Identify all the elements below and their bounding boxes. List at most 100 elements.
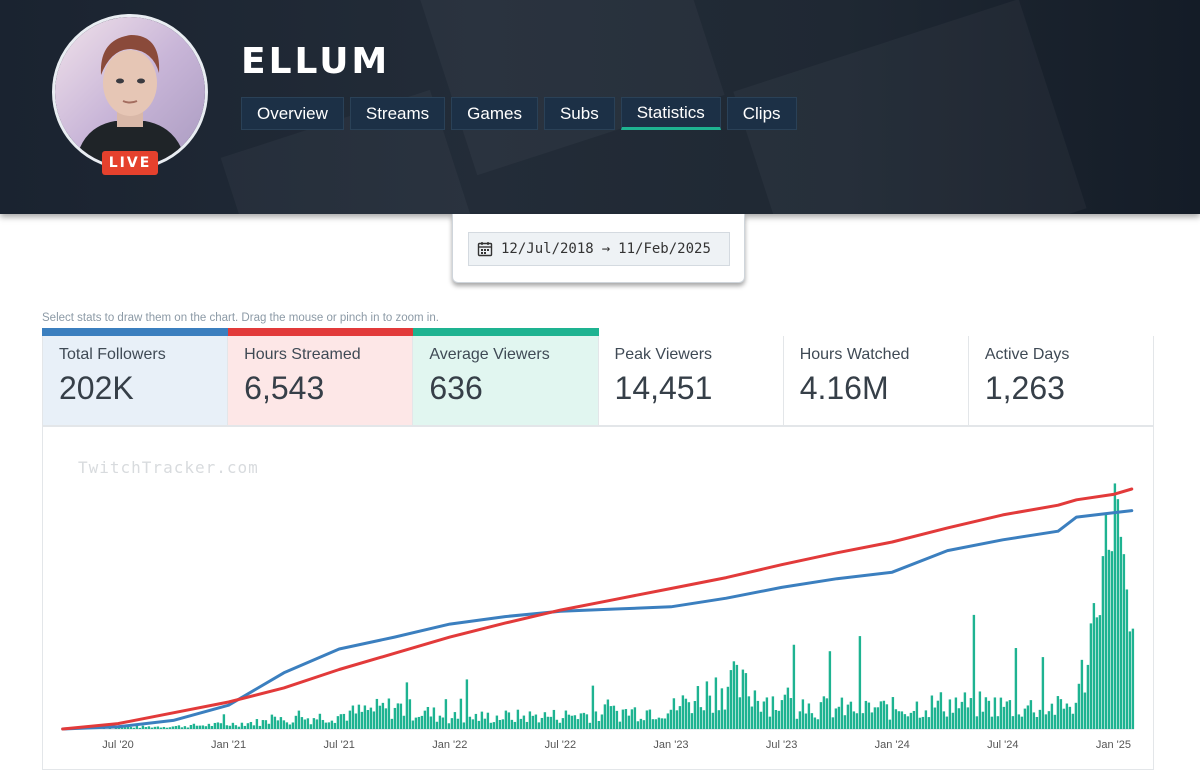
average-viewers-bar xyxy=(426,706,430,729)
average-viewers-bar xyxy=(561,718,565,729)
date-range-picker[interactable]: 12/Jul/2018 → 11/Feb/2025 xyxy=(468,232,730,266)
average-viewers-bar xyxy=(171,726,175,729)
average-viewers-bar xyxy=(897,711,901,729)
stat-active-days[interactable]: Active Days 1,263 xyxy=(969,336,1153,425)
stat-hours-watched[interactable]: Hours Watched 4.16M xyxy=(784,336,969,425)
average-viewers-bar xyxy=(666,713,670,729)
stat-value: 6,543 xyxy=(244,370,325,406)
average-viewers-bar xyxy=(885,704,889,729)
watermark: TwitchTracker.com xyxy=(78,458,259,477)
average-viewers-bar xyxy=(564,710,568,729)
average-viewers-bar xyxy=(300,717,304,729)
average-viewers-bar xyxy=(654,719,658,729)
average-viewers-bar xyxy=(414,717,418,729)
live-badge: LIVE xyxy=(102,151,158,175)
tab-overview[interactable]: Overview xyxy=(241,97,344,130)
average-viewers-bar xyxy=(1014,648,1018,729)
average-viewers-bar xyxy=(855,713,859,729)
average-viewers-bar xyxy=(678,706,682,729)
average-viewers-bar xyxy=(903,714,907,729)
average-viewers-bar xyxy=(1035,716,1039,729)
average-viewers-bar xyxy=(873,707,877,729)
stat-value: 1,263 xyxy=(984,370,1065,406)
average-viewers-bar xyxy=(345,720,349,729)
average-viewers-bar xyxy=(1053,714,1057,729)
average-viewers-bar xyxy=(1107,549,1111,729)
average-viewers-bar xyxy=(252,725,256,729)
average-viewers-bar xyxy=(1104,512,1108,729)
average-viewers-bar xyxy=(798,711,802,729)
average-viewers-bar xyxy=(555,719,559,729)
average-viewers-bar xyxy=(291,722,295,729)
calendar-icon xyxy=(477,242,493,257)
average-viewers-bar xyxy=(189,725,193,729)
average-viewers-bar xyxy=(1116,499,1120,729)
average-viewers-bar xyxy=(870,712,874,729)
stat-label: Hours Watched xyxy=(799,346,910,363)
average-viewers-bar xyxy=(507,712,511,729)
average-viewers-bar xyxy=(192,723,196,729)
average-viewers-bar xyxy=(501,719,505,729)
average-viewers-bar xyxy=(210,725,214,729)
average-viewers-bar xyxy=(1077,683,1081,729)
chart-area[interactable] xyxy=(42,426,1154,770)
average-viewers-bar xyxy=(705,681,709,729)
channel-tabs: Overview Streams Games Subs Statistics C… xyxy=(241,97,797,130)
average-viewers-bar xyxy=(456,718,460,729)
average-viewers-bar xyxy=(498,719,502,729)
average-viewers-bar xyxy=(123,727,127,729)
average-viewers-bar xyxy=(468,716,472,729)
average-viewers-bar xyxy=(948,699,952,729)
average-viewers-bar xyxy=(528,711,532,729)
average-viewers-bar xyxy=(117,727,121,729)
average-viewers-bar xyxy=(159,727,163,729)
average-viewers-bar xyxy=(720,688,724,729)
average-viewers-bar xyxy=(444,699,448,729)
average-viewers-bar xyxy=(471,719,475,729)
average-viewers-bar xyxy=(216,722,220,729)
average-viewers-bar xyxy=(612,705,616,729)
average-viewers-bar xyxy=(144,727,148,729)
avatar[interactable] xyxy=(52,14,208,170)
stat-peak-viewers[interactable]: Peak Viewers 14,451 xyxy=(599,336,784,425)
average-viewers-bar xyxy=(288,724,292,729)
average-viewers-bar xyxy=(366,710,370,729)
tab-statistics[interactable]: Statistics xyxy=(620,97,721,130)
average-viewers-bar xyxy=(915,701,919,729)
average-viewers-bar xyxy=(954,697,958,729)
average-viewers-bar xyxy=(318,713,322,729)
average-viewers-bar xyxy=(285,722,289,729)
average-viewers-bar xyxy=(120,726,124,729)
average-viewers-bar xyxy=(924,710,928,729)
average-viewers-bar xyxy=(816,719,820,729)
average-viewers-bar xyxy=(660,718,664,729)
average-viewers-bar xyxy=(153,726,157,729)
average-viewers-bar xyxy=(843,715,847,729)
tab-games[interactable]: Games xyxy=(451,97,538,130)
average-viewers-bar xyxy=(303,719,307,729)
average-viewers-bar xyxy=(837,706,841,729)
average-viewers-bar xyxy=(867,702,871,729)
tab-streams[interactable]: Streams xyxy=(349,97,446,130)
stat-total-followers[interactable]: Total Followers 202K xyxy=(43,336,229,425)
average-viewers-bar xyxy=(465,679,469,729)
stat-average-viewers[interactable]: Average Viewers 636 xyxy=(413,336,599,425)
average-viewers-bar xyxy=(933,707,937,729)
average-viewers-bar xyxy=(213,722,217,729)
average-viewers-bar xyxy=(669,709,673,729)
tab-subs[interactable]: Subs xyxy=(543,97,615,130)
tab-clips[interactable]: Clips xyxy=(726,97,797,130)
average-viewers-bar xyxy=(156,726,160,729)
average-viewers-bar xyxy=(378,705,382,729)
stat-hours-streamed[interactable]: Hours Streamed 6,543 xyxy=(228,336,414,425)
average-viewers-bar xyxy=(663,718,667,729)
average-viewers-bar xyxy=(777,710,781,729)
average-viewers-bar xyxy=(759,711,763,729)
average-viewers-bar xyxy=(972,614,976,729)
average-viewers-bar xyxy=(453,712,457,729)
average-viewers-bar xyxy=(795,718,799,729)
average-viewers-bar xyxy=(363,705,367,729)
average-viewers-bar xyxy=(792,644,796,729)
x-tick-label: Jul '24 xyxy=(987,739,1018,751)
